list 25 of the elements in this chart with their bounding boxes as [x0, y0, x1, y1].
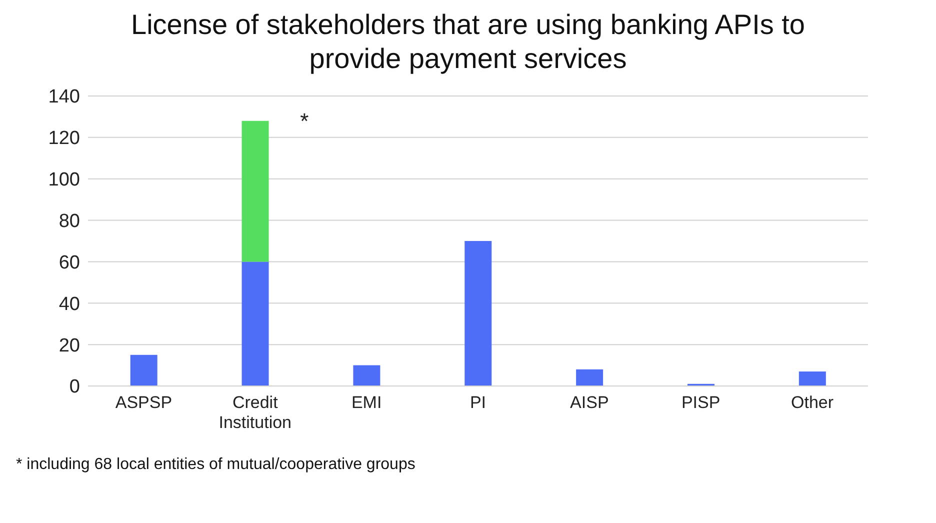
x-tick-label: PISP	[681, 393, 720, 412]
x-tick-label: AISP	[570, 393, 609, 412]
y-tick-label: 20	[58, 335, 80, 356]
y-tick-label: 100	[48, 170, 80, 191]
bar	[353, 365, 380, 386]
y-tick-label: 0	[69, 376, 80, 398]
x-tick-label: PI	[470, 393, 486, 412]
bar	[242, 120, 269, 262]
y-tick-label: 80	[58, 211, 80, 232]
x-tick-label: ASPSP	[115, 393, 172, 412]
bar	[242, 262, 269, 386]
y-tick-label: 40	[58, 294, 80, 315]
bar	[464, 241, 492, 386]
text: * including 68 local entities of mutual/cooperative groups	[16, 456, 416, 474]
bar	[798, 372, 826, 386]
annotation: *	[300, 108, 310, 134]
x-tick-label: Other	[791, 393, 834, 412]
y-tick-label: 140	[48, 86, 80, 108]
y-tick-label: 120	[48, 128, 80, 150]
bar	[130, 354, 158, 386]
x-tick-label: Credit Institution	[218, 393, 292, 432]
y-tick-label: 60	[58, 252, 80, 274]
bar	[576, 369, 604, 386]
x-tick-label: EMI	[351, 393, 382, 412]
chart-title: License of stakeholders that are using banking APIs to provide payment services	[130, 8, 806, 76]
